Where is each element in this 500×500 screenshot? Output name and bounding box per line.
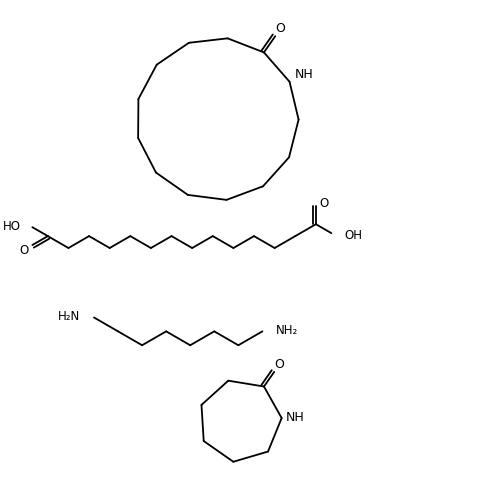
- Text: HO: HO: [2, 220, 21, 232]
- Text: NH: NH: [294, 68, 313, 81]
- Text: NH₂: NH₂: [276, 324, 298, 337]
- Text: O: O: [276, 22, 285, 36]
- Text: NH: NH: [286, 410, 305, 424]
- Text: OH: OH: [344, 228, 362, 241]
- Text: O: O: [20, 244, 29, 256]
- Text: H₂N: H₂N: [58, 310, 80, 323]
- Text: O: O: [274, 358, 284, 371]
- Text: O: O: [319, 197, 328, 210]
